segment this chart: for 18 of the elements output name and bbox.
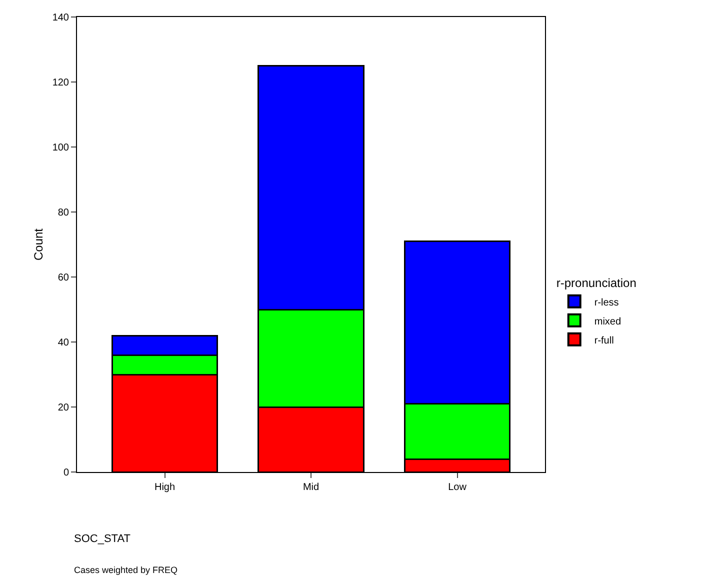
y-tick-label: 120 [52,78,70,88]
y-axis-title: Count [32,228,46,261]
x-tick-label: High [154,482,176,493]
x-axis-title: SOC_STAT [74,533,131,545]
y-tick-label: 100 [52,142,70,154]
x-tick-label: Mid [302,482,320,493]
legend-label: r-less [594,297,619,308]
y-tick-label: 40 [58,338,70,348]
y-tick-label: 140 [52,12,70,24]
y-tick-label: 60 [58,272,70,284]
text: Cases weighted by FREQ [74,565,178,575]
x-tick-label: Low [448,482,468,493]
y-tick-label: 20 [58,402,70,414]
legend-label: mixed [594,316,622,328]
legend-title: r-pronunciation [556,276,636,290]
y-tick-label: 80 [58,208,70,218]
y-tick-label: 0 [63,468,70,478]
legend-label: r-full [594,335,614,346]
